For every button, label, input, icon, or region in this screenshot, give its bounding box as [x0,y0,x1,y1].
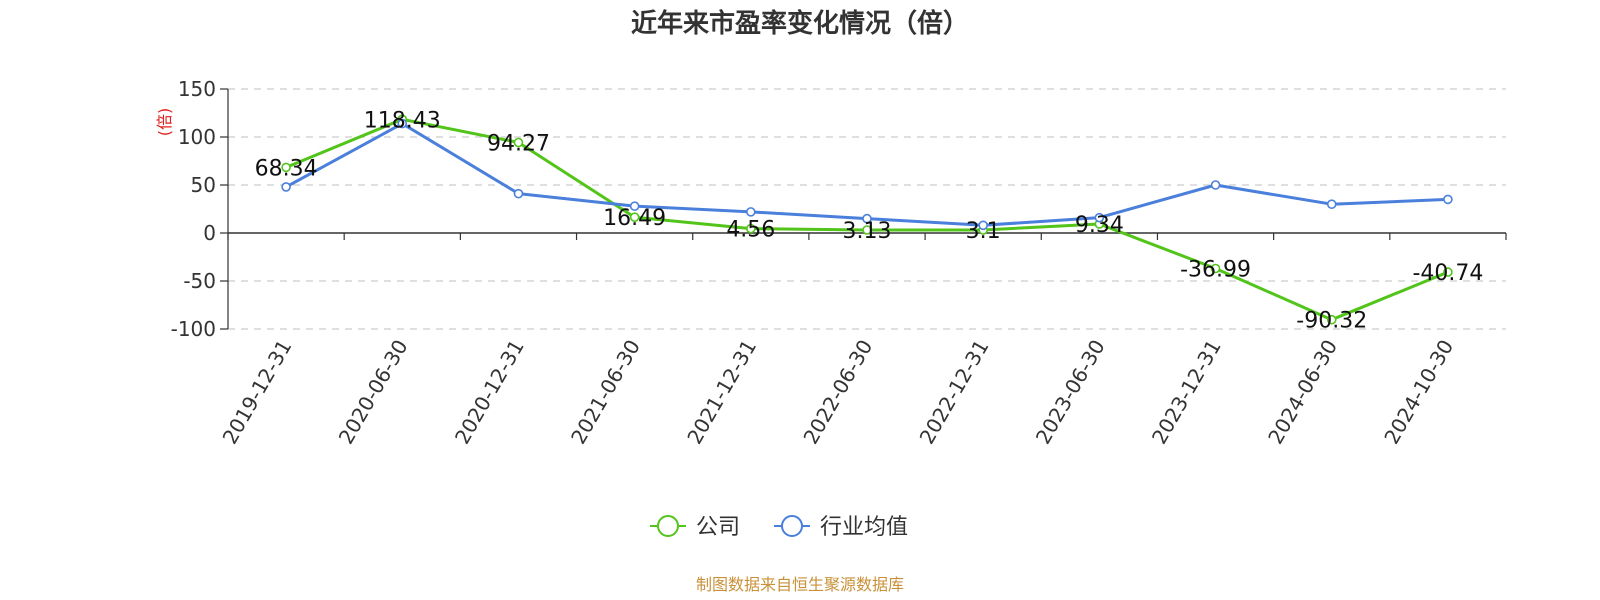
series-point-0 [1443,267,1453,277]
data-label: -40.74 [1412,261,1483,286]
x-tick-label: 2024-10-30 [1379,336,1458,449]
series-point-0 [1210,263,1221,274]
series-point-1 [281,182,291,192]
series-point-1 [513,188,524,199]
series-point-1 [1210,180,1221,190]
series-line-1 [285,122,1448,227]
series-point-1 [1326,199,1337,209]
y-tick-label: 150 [178,77,216,101]
series-point-1 [978,220,988,231]
y-tick-label: 0 [203,221,216,245]
series-point-0 [862,225,872,235]
legend: 公司 行业均值 [650,515,908,540]
y-tick-label: 50 [191,173,216,197]
series-point-0 [513,137,524,148]
x-tick-label: 2024-06-30 [1263,336,1342,449]
x-tick-label: 2023-06-30 [1031,336,1110,449]
x-tick-label: 2019-12-31 [218,336,297,449]
series-point-1 [746,207,756,217]
series-point-1 [1443,194,1453,205]
data-label: 9.34 [1075,213,1124,238]
y-axis-label: (倍) [155,108,174,137]
x-tick-label: 2020-12-31 [450,336,529,449]
x-tick-label: 2023-12-31 [1147,336,1226,449]
series-point-0 [1326,314,1337,325]
series-point-1 [862,213,872,224]
y-tick-label: -100 [171,317,216,341]
y-tick-label: -50 [183,269,216,293]
series-point-0 [746,223,756,234]
data-label: 118.43 [364,108,441,133]
x-tick-label: 2021-06-30 [566,336,645,449]
legend-label-1: 行业均值 [820,515,908,540]
series-layer [281,114,1453,325]
chart-title: 近年来市盈率变化情况（倍） [631,8,969,39]
data-label: 68.34 [255,156,318,181]
source-note: 制图数据来自恒生聚源数据库 [696,575,904,594]
data-label: 3.13 [843,219,892,244]
grid-layer [228,88,1506,330]
legend-marker-0 [657,515,679,537]
data-label-layer: 68.34 118.43 94.27 16.49 4.56 3.13 3.1 9.34 -36.… [255,108,1484,333]
series-point-1 [629,201,640,211]
x-tick-label: 2022-12-31 [915,336,994,449]
data-label: -36.99 [1180,258,1251,283]
x-tick-label: 2020-06-30 [334,335,413,448]
x-tick-label: 2021-12-31 [682,336,761,449]
data-label: -90.32 [1296,309,1367,334]
x-tick-label: 2022-06-30 [798,336,877,449]
data-label: 16.49 [603,206,666,231]
y-tick-label: 100 [178,125,216,149]
series-point-1 [1094,212,1105,223]
series-point-1 [397,118,408,129]
data-label: 94.27 [487,132,550,157]
legend-label-0: 公司 [696,515,740,540]
legend-marker-1 [781,515,803,537]
data-label: 3.1 [966,219,1001,244]
series-point-0 [281,162,291,173]
data-label: 4.56 [726,218,775,243]
series-point-0 [629,212,640,222]
